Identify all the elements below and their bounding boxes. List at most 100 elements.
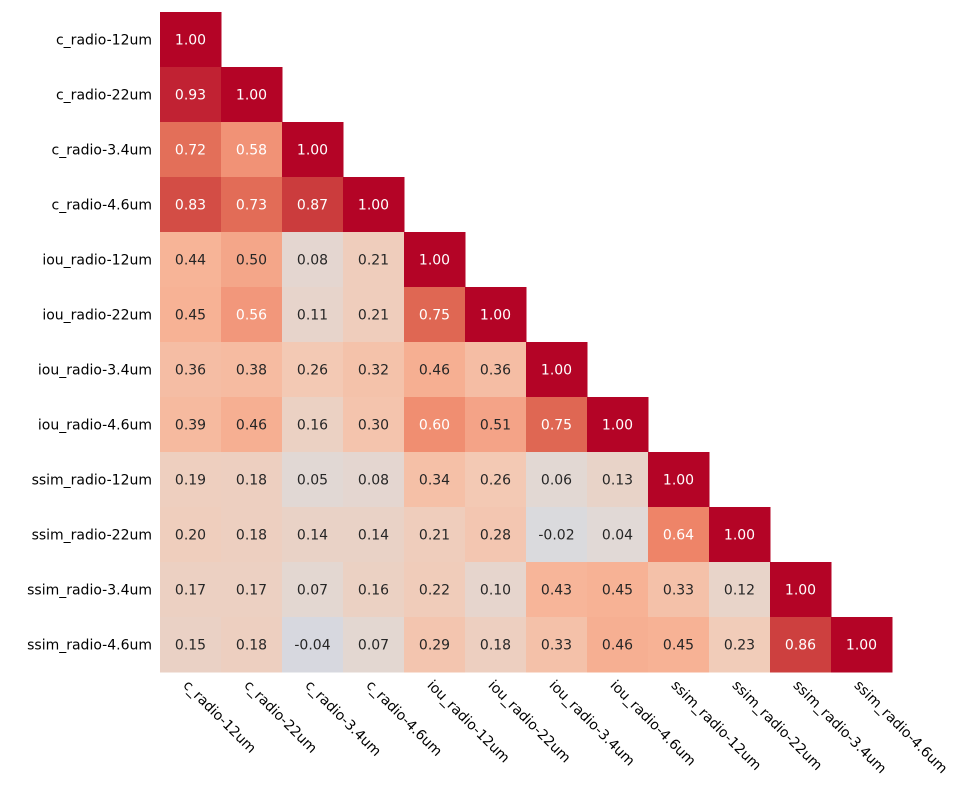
heatmap-cell-11-3 xyxy=(343,617,405,673)
heatmap-cell-label-3-2: 0.87 xyxy=(297,198,328,214)
heatmap-cell-7-5 xyxy=(465,397,527,453)
heatmap-cell-label-9-8: 0.64 xyxy=(663,528,694,544)
heatmap-cell-8-7 xyxy=(587,452,649,508)
heatmap-cell-label-8-2: 0.05 xyxy=(297,473,328,489)
heatmap-cell-label-2-2: 1.00 xyxy=(297,143,328,159)
heatmap-cell-3-1 xyxy=(221,177,283,233)
heatmap-cell-10-7 xyxy=(587,562,649,618)
heatmap-cell-label-2-1: 0.58 xyxy=(236,143,267,159)
y-tick-label-7: iou_radio-4.6um xyxy=(38,418,152,434)
heatmap-cell-9-8 xyxy=(648,507,710,563)
heatmap-cell-label-11-1: 0.18 xyxy=(236,638,267,654)
heatmap-cell-label-7-2: 0.16 xyxy=(297,418,328,434)
heatmap-cell-7-2 xyxy=(282,397,344,453)
heatmap-cell-8-6 xyxy=(526,452,588,508)
heatmap-cell-7-1 xyxy=(221,397,283,453)
heatmap-cell-label-11-9: 0.23 xyxy=(724,638,755,654)
y-tick-label-1: c_radio-22um xyxy=(56,88,152,104)
heatmap-cell-3-2 xyxy=(282,177,344,233)
heatmap-cell-label-10-6: 0.43 xyxy=(541,583,572,599)
heatmap-cell-10-3 xyxy=(343,562,405,618)
heatmap-cell-label-10-1: 0.17 xyxy=(236,583,267,599)
heatmap-cell-11-6 xyxy=(526,617,588,673)
heatmap-cell-label-3-0: 0.83 xyxy=(175,198,206,214)
heatmap-cell-label-6-1: 0.38 xyxy=(236,363,267,379)
heatmap-cell-4-3 xyxy=(343,232,405,288)
heatmap-cell-label-9-0: 0.20 xyxy=(175,528,206,544)
heatmap-cell-label-8-7: 0.13 xyxy=(602,473,633,489)
heatmap-cell-label-9-5: 0.28 xyxy=(480,528,511,544)
heatmap-cell-6-1 xyxy=(221,342,283,398)
heatmap-cell-label-5-2: 0.11 xyxy=(297,308,328,324)
heatmap-cell-11-5 xyxy=(465,617,527,673)
heatmap-cell-9-5 xyxy=(465,507,527,563)
heatmap-cell-label-3-1: 0.73 xyxy=(236,198,267,214)
heatmap-cell-4-0 xyxy=(160,232,222,288)
heatmap-cell-11-11 xyxy=(831,617,893,673)
y-tick-label-2: c_radio-3.4um xyxy=(52,143,152,159)
heatmap-cell-4-2 xyxy=(282,232,344,288)
heatmap-cell-11-4 xyxy=(404,617,466,673)
heatmap-cell-2-0 xyxy=(160,122,222,178)
heatmap-cell-9-2 xyxy=(282,507,344,563)
heatmap-cell-5-2 xyxy=(282,287,344,343)
heatmap-cell-7-7 xyxy=(587,397,649,453)
heatmap-cell-5-1 xyxy=(221,287,283,343)
cells-layer: 1.00 0.93 1.00 0.72 0.58 1.00 0.83 0.73 0.87 1.00… xyxy=(160,12,893,673)
heatmap-cell-7-6 xyxy=(526,397,588,453)
heatmap-cell-label-6-0: 0.36 xyxy=(175,363,206,379)
heatmap-cell-label-5-1: 0.56 xyxy=(236,308,267,324)
heatmap-cell-11-9 xyxy=(709,617,771,673)
heatmap-cell-label-4-2: 0.08 xyxy=(297,253,328,269)
heatmap-cell-label-8-0: 0.19 xyxy=(175,473,206,489)
x-tick-labels: c_radio-12umc_radio-22umc_radio-3.4umc_r… xyxy=(180,678,951,778)
heatmap-cell-label-8-8: 1.00 xyxy=(663,473,694,489)
heatmap-cell-10-2 xyxy=(282,562,344,618)
heatmap-cell-9-4 xyxy=(404,507,466,563)
heatmap-cell-label-9-7: 0.04 xyxy=(602,528,633,544)
heatmap-cell-11-10 xyxy=(770,617,832,673)
heatmap-cell-label-6-2: 0.26 xyxy=(297,363,328,379)
heatmap-cell-label-10-2: 0.07 xyxy=(297,583,328,599)
heatmap-cell-7-3 xyxy=(343,397,405,453)
heatmap-cell-5-5 xyxy=(465,287,527,343)
heatmap-cell-5-4 xyxy=(404,287,466,343)
heatmap-cell-11-1 xyxy=(221,617,283,673)
heatmap-cell-10-10 xyxy=(770,562,832,618)
heatmap-cell-label-4-0: 0.44 xyxy=(175,253,206,269)
heatmap-cell-label-5-0: 0.45 xyxy=(175,308,206,324)
heatmap-cell-4-4 xyxy=(404,232,466,288)
heatmap-cell-label-10-8: 0.33 xyxy=(663,583,694,599)
heatmap-cell-label-7-5: 0.51 xyxy=(480,418,511,434)
heatmap-cell-label-11-8: 0.45 xyxy=(663,638,694,654)
heatmap-cell-10-8 xyxy=(648,562,710,618)
heatmap-cell-3-3 xyxy=(343,177,405,233)
heatmap-cell-8-4 xyxy=(404,452,466,508)
heatmap-cell-7-4 xyxy=(404,397,466,453)
heatmap-cell-label-6-6: 1.00 xyxy=(541,363,572,379)
heatmap-cell-label-9-3: 0.14 xyxy=(358,528,389,544)
heatmap-cell-10-6 xyxy=(526,562,588,618)
heatmap-cell-8-3 xyxy=(343,452,405,508)
heatmap-cell-label-11-2: -0.04 xyxy=(294,638,330,654)
heatmap-cell-9-0 xyxy=(160,507,222,563)
heatmap-cell-9-6 xyxy=(526,507,588,563)
heatmap-cell-label-11-3: 0.07 xyxy=(358,638,389,654)
heatmap-cell-label-7-6: 0.75 xyxy=(541,418,572,434)
heatmap-cell-label-4-3: 0.21 xyxy=(358,253,389,269)
heatmap-cell-10-9 xyxy=(709,562,771,618)
y-tick-label-0: c_radio-12um xyxy=(56,33,152,49)
heatmap-cell-0-0 xyxy=(160,12,222,68)
heatmap-cell-label-10-9: 0.12 xyxy=(724,583,755,599)
heatmap-cell-6-6 xyxy=(526,342,588,398)
heatmap-cell-label-9-4: 0.21 xyxy=(419,528,450,544)
heatmap-cell-9-7 xyxy=(587,507,649,563)
heatmap-cell-6-4 xyxy=(404,342,466,398)
heatmap-cell-3-0 xyxy=(160,177,222,233)
heatmap-cell-label-8-3: 0.08 xyxy=(358,473,389,489)
y-tick-label-3: c_radio-4.6um xyxy=(52,198,152,214)
heatmap-cell-9-9 xyxy=(709,507,771,563)
heatmap-cell-8-8 xyxy=(648,452,710,508)
